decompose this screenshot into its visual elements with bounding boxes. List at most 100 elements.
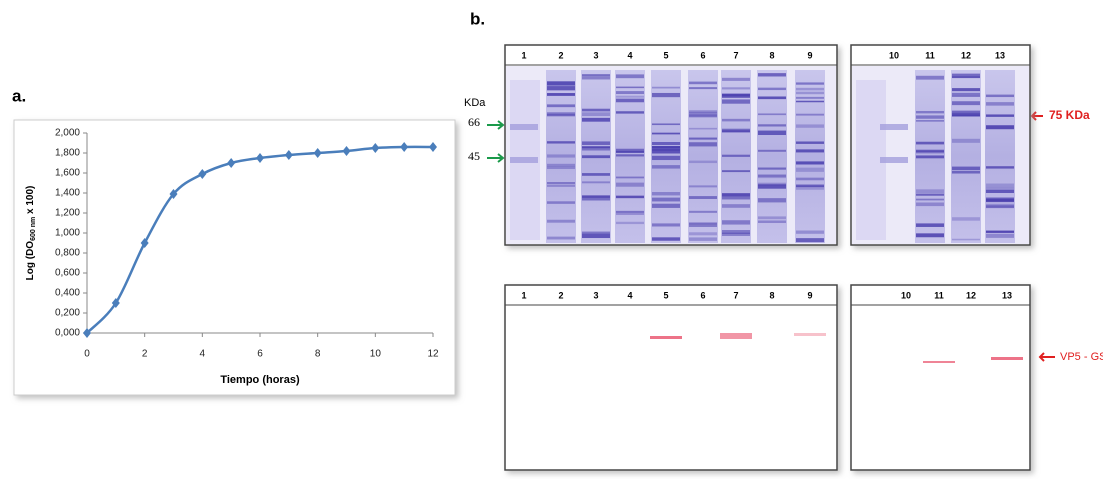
gel-band — [952, 101, 980, 106]
western-band — [720, 333, 752, 339]
gel-band — [796, 184, 824, 188]
data-point — [227, 158, 236, 168]
lane-label: 2 — [558, 290, 563, 300]
gel-band — [986, 94, 1014, 98]
gel-band — [986, 197, 1014, 202]
gel-band — [758, 182, 786, 186]
data-point — [198, 169, 207, 179]
gel-band — [616, 182, 644, 187]
gel-band — [616, 91, 644, 95]
gel-band — [582, 155, 610, 159]
western-band — [650, 336, 682, 339]
gel-band — [616, 111, 644, 114]
data-point — [371, 143, 380, 153]
gel-band — [689, 210, 717, 213]
lane-label: 7 — [733, 290, 738, 300]
lane-label: 10 — [901, 290, 911, 300]
gel-band — [689, 110, 717, 113]
y-tick-label: 0,200 — [55, 308, 80, 319]
lane-label: 8 — [769, 290, 774, 300]
gel-band — [652, 142, 680, 145]
western-label: VP5 - GST — [1060, 351, 1103, 363]
y-tick-label: 0,400 — [55, 288, 80, 299]
data-point — [313, 148, 322, 158]
gel-band — [722, 87, 750, 90]
lane-label: 6 — [700, 50, 705, 60]
gel-band — [952, 170, 980, 174]
gel-band — [722, 93, 750, 97]
marker-arrow — [487, 153, 505, 163]
gel-band — [582, 76, 610, 80]
gel-band — [582, 195, 610, 198]
gel-band — [689, 237, 717, 241]
x-tick-label: 12 — [427, 349, 439, 360]
gel-band — [916, 110, 944, 114]
gel-band — [758, 113, 786, 116]
y-tick-label: 1,400 — [55, 188, 80, 199]
gel-band — [652, 237, 680, 241]
gel-band — [547, 113, 575, 117]
gel-lane — [951, 70, 981, 243]
gel-band — [796, 113, 824, 116]
y-tick-label: 0,000 — [55, 328, 80, 339]
gel-band — [986, 230, 1014, 233]
gel-band — [916, 189, 944, 194]
gel-band — [916, 233, 944, 238]
gel-band — [722, 196, 750, 200]
gel-band — [986, 189, 1014, 193]
gel-band — [952, 73, 980, 79]
gel-band — [722, 232, 750, 236]
gel-band — [652, 149, 680, 154]
gel-band — [916, 141, 944, 145]
gel-band — [758, 124, 786, 127]
gel-band — [880, 157, 908, 163]
gel-band — [616, 154, 644, 156]
y-tick-label: 0,800 — [55, 248, 80, 259]
lane-label: 8 — [769, 50, 774, 60]
y-axis-label-end: x 100) — [25, 186, 36, 217]
marker-label: 45 — [468, 149, 480, 163]
band-label: 75 KDa — [1049, 108, 1090, 122]
x-tick-label: 10 — [370, 349, 382, 360]
lane-label: 9 — [807, 290, 812, 300]
gel-band — [689, 114, 717, 118]
gel-band — [689, 142, 717, 147]
gel-band — [916, 193, 944, 196]
gel-band — [952, 88, 980, 92]
gel-band — [652, 203, 680, 208]
gels: 1 2 3 4 5 6 7 8 9 10 11 12 131 2 3 4 5 6 7 8 9 10 11 12 13 — [504, 44, 1031, 471]
gel-band — [796, 149, 824, 153]
gel-band — [652, 123, 680, 126]
gel-band — [722, 118, 750, 122]
kda-label: KDa — [464, 97, 486, 109]
gel-band — [689, 127, 717, 130]
gel-band — [952, 92, 980, 96]
data-point — [83, 328, 91, 338]
gel-frame — [850, 284, 1031, 471]
x-tick-label: 2 — [142, 349, 148, 360]
gel-band — [547, 163, 575, 167]
x-tick-label: 4 — [200, 349, 206, 360]
gel-band — [952, 138, 980, 143]
gel-band — [758, 184, 786, 189]
gel-band — [722, 128, 750, 132]
lane-label: 4 — [627, 290, 632, 300]
gel-band — [547, 154, 575, 158]
gel-band — [582, 231, 610, 235]
gel-band — [722, 99, 750, 104]
lane-label: 11 — [925, 50, 935, 60]
data-point — [429, 142, 437, 152]
gel-band — [952, 166, 980, 171]
gel-band — [796, 230, 824, 234]
gel-band — [916, 198, 944, 201]
data-point — [342, 146, 351, 156]
gel-band — [547, 112, 575, 116]
lane-label: 9 — [807, 50, 812, 60]
gel-band — [758, 220, 786, 223]
gel-band — [616, 210, 644, 215]
gel-band — [689, 185, 717, 188]
band-arrow — [1030, 111, 1043, 121]
gel-band — [916, 223, 944, 227]
gel-band — [986, 205, 1014, 208]
y-tick-label: 1,800 — [55, 148, 80, 159]
